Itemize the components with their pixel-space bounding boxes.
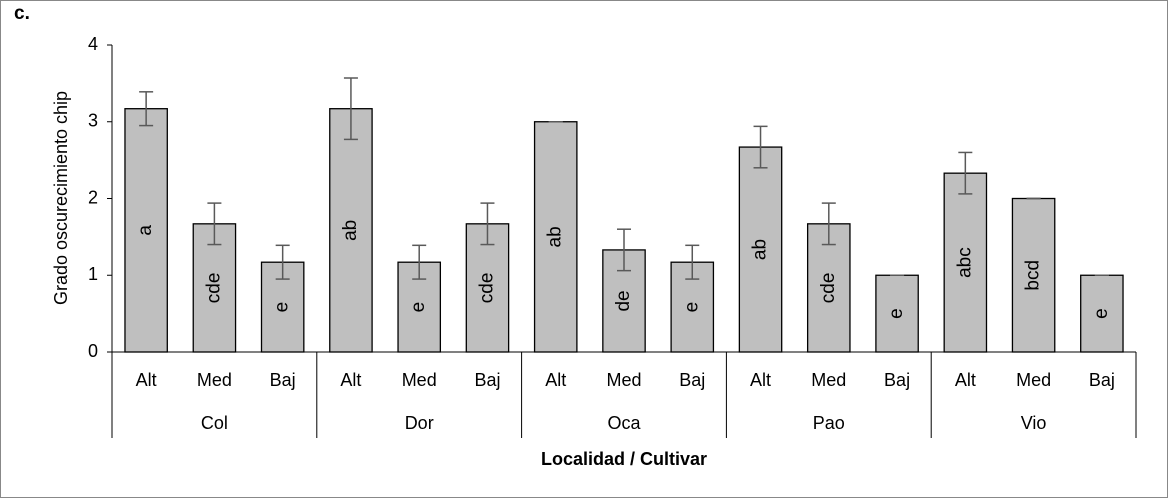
bar — [329, 108, 373, 353]
group-label: Dor — [405, 413, 434, 433]
y-tick-label: 3 — [88, 111, 98, 131]
bar-annotation: e — [1091, 308, 1112, 319]
x-tick-label: Baj — [474, 370, 500, 390]
bar-annotation: e — [408, 302, 429, 313]
x-tick-label: Alt — [136, 370, 157, 390]
bar — [738, 146, 783, 353]
bar-annotation: a — [135, 225, 156, 236]
bar-annotation: bcd — [1023, 260, 1044, 291]
bar-annotation: de — [613, 290, 634, 311]
y-axis-title: Grado oscurecimiento chip — [51, 91, 71, 305]
bar — [943, 172, 988, 353]
x-tick-label: Alt — [750, 370, 771, 390]
x-tick-label: Alt — [340, 370, 361, 390]
bar-annotation: abc — [954, 247, 975, 278]
group-label: Vio — [1021, 413, 1047, 433]
bar-annotation: ab — [340, 220, 361, 241]
y-tick-label: 4 — [88, 34, 98, 54]
bar-annotation: e — [886, 308, 907, 319]
group-label: Pao — [813, 413, 845, 433]
bar-annotation: cde — [476, 273, 497, 304]
group-label: Oca — [607, 413, 641, 433]
bar-annotation: ab — [545, 226, 566, 247]
bar-annotation: cde — [203, 273, 224, 304]
x-tick-label: Baj — [1089, 370, 1115, 390]
bar — [533, 121, 578, 353]
y-tick-label: 2 — [88, 187, 98, 207]
group-label: Col — [201, 413, 228, 433]
x-tick-label: Baj — [884, 370, 910, 390]
y-tick-label: 0 — [88, 341, 98, 361]
x-tick-label: Baj — [679, 370, 705, 390]
x-tick-label: Med — [1016, 370, 1051, 390]
bar-annotation: e — [272, 302, 293, 313]
x-tick-label: Alt — [545, 370, 566, 390]
bar-annotation: ab — [750, 239, 771, 260]
y-tick-label: 1 — [88, 264, 98, 284]
bar — [875, 274, 919, 353]
x-tick-label: Med — [811, 370, 846, 390]
x-axis-title: Localidad / Cultivar — [541, 449, 707, 469]
panel-label: c. — [14, 3, 30, 24]
x-tick-label: Med — [606, 370, 641, 390]
x-tick-label: Med — [402, 370, 437, 390]
x-tick-label: Baj — [270, 370, 296, 390]
bar-annotation: e — [681, 302, 702, 313]
x-tick-label: Med — [197, 370, 232, 390]
x-tick-label: Alt — [955, 370, 976, 390]
bar-annotation: cde — [818, 273, 839, 304]
